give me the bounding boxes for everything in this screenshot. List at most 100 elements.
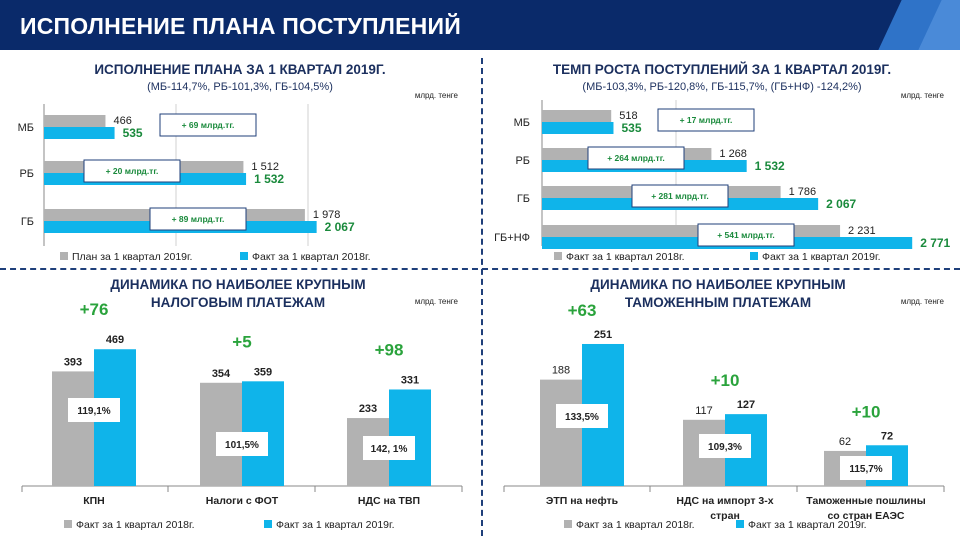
annotation-label: + 264 млрд.тг. bbox=[607, 153, 665, 163]
data-label: 393 bbox=[64, 356, 82, 368]
difference-label: +76 bbox=[80, 300, 109, 319]
data-label: 2 231 bbox=[848, 225, 876, 237]
data-label: 354 bbox=[212, 368, 231, 380]
percent-box bbox=[699, 434, 751, 458]
data-label: 469 bbox=[106, 334, 124, 346]
data-label: 233 bbox=[359, 403, 377, 415]
unit-label: млрд. тенге bbox=[415, 297, 459, 306]
percent-box bbox=[68, 398, 120, 422]
percent-label: 119,1% bbox=[77, 406, 110, 417]
unit-label: млрд. тенге bbox=[901, 91, 945, 100]
data-label: 518 bbox=[619, 110, 637, 122]
category-label: НДС на импорт 3-х bbox=[676, 495, 773, 507]
data-label: 535 bbox=[621, 121, 641, 135]
unit-label: млрд. тенге bbox=[901, 297, 945, 306]
legend-swatch bbox=[240, 252, 248, 260]
annotation-label: + 17 млрд.тг. bbox=[680, 115, 733, 125]
category-label: НДС на ТВП bbox=[358, 495, 420, 507]
annotation-box bbox=[631, 184, 729, 208]
difference-label: +63 bbox=[568, 301, 597, 320]
data-label: 62 bbox=[839, 436, 851, 448]
data-label: 2 067 bbox=[826, 197, 856, 211]
data-label: 1 786 bbox=[789, 186, 817, 198]
bar-series-2 bbox=[44, 127, 115, 139]
category-label: РБ bbox=[515, 155, 530, 167]
annotation-box bbox=[697, 223, 795, 247]
category-label: ГБ bbox=[517, 193, 530, 205]
legend-swatch bbox=[60, 252, 68, 260]
chart-title: ДИНАМИКА ПО НАИБОЛЕЕ КРУПНЫМ bbox=[110, 277, 365, 292]
category-label: со стран ЕАЭС bbox=[827, 510, 904, 522]
legend-swatch bbox=[736, 520, 744, 528]
legend-label: План за 1 квартал 2019г. bbox=[72, 251, 192, 263]
bar-series-1 bbox=[540, 379, 582, 486]
chart-title: ДИНАМИКА ПО НАИБОЛЕЕ КРУПНЫМ bbox=[590, 277, 845, 292]
bar-series-1 bbox=[542, 225, 841, 237]
legend-label: Факт за 1 квартал 2019г. bbox=[762, 251, 881, 263]
legend-label: Факт за 1 квартал 2019г. bbox=[276, 519, 395, 531]
category-label: МБ bbox=[18, 122, 34, 134]
category-label: ГБ+НФ bbox=[494, 232, 530, 244]
chart-subtitle: (МБ-103,3%, РБ-120,8%, ГБ-115,7%, (ГБ+НФ… bbox=[582, 81, 861, 93]
header-banner: ИСПОЛНЕНИЕ ПЛАНА ПОСТУПЛЕНИЙ bbox=[0, 0, 960, 50]
data-label: 117 bbox=[695, 405, 713, 417]
percent-box bbox=[556, 404, 608, 428]
legend-label: Факт за 1 квартал 2018г. bbox=[252, 251, 371, 263]
annotation-box bbox=[159, 113, 257, 137]
category-label: Таможенные пошлины bbox=[806, 495, 925, 507]
annotation-box bbox=[657, 108, 755, 132]
category-label: МБ bbox=[514, 117, 530, 129]
legend-label: Факт за 1 квартал 2018г. bbox=[576, 519, 695, 531]
data-label: 1 532 bbox=[254, 172, 284, 186]
percent-label: 101,5% bbox=[225, 440, 259, 451]
data-label: 535 bbox=[123, 126, 143, 140]
difference-label: +10 bbox=[852, 402, 881, 421]
category-label: ЭТП на нефть bbox=[546, 495, 619, 507]
percent-box bbox=[840, 456, 892, 480]
category-label: ГБ bbox=[21, 216, 34, 228]
annotation-box bbox=[149, 207, 247, 231]
annotation-label: + 20 млрд.тг. bbox=[106, 166, 159, 176]
annotation-box bbox=[587, 146, 685, 170]
annotation-box bbox=[83, 159, 181, 183]
difference-label: +98 bbox=[375, 340, 404, 359]
category-label: РБ bbox=[19, 168, 34, 180]
data-label: 251 bbox=[594, 329, 612, 341]
bar-series-1 bbox=[542, 110, 612, 122]
legend-label: Факт за 1 квартал 2018г. bbox=[566, 251, 685, 263]
annotation-label: + 541 млрд.тг. bbox=[717, 230, 775, 240]
category-label: КПН bbox=[83, 495, 105, 507]
difference-label: +5 bbox=[232, 332, 251, 351]
annotation-label: + 281 млрд.тг. bbox=[651, 191, 709, 201]
horizontal-divider bbox=[0, 268, 960, 270]
legend-label: Факт за 1 квартал 2019г. bbox=[748, 519, 867, 531]
data-label: 188 bbox=[552, 365, 570, 377]
chart-title: ИСПОЛНЕНИЕ ПЛАНА ЗА 1 КВАРТАЛ 2019Г. bbox=[94, 62, 385, 77]
page-title: ИСПОЛНЕНИЕ ПЛАНА ПОСТУПЛЕНИЙ bbox=[20, 13, 461, 39]
data-label: 1 532 bbox=[755, 159, 785, 173]
category-label: стран bbox=[710, 510, 740, 522]
data-label: 72 bbox=[881, 430, 893, 442]
annotation-label: + 69 млрд.тг. bbox=[182, 120, 235, 130]
legend-label: Факт за 1 квартал 2018г. bbox=[76, 519, 195, 531]
legend-swatch bbox=[554, 252, 562, 260]
data-label: 127 bbox=[737, 399, 755, 411]
bar-series-2 bbox=[542, 122, 614, 134]
unit-label: млрд. тенге bbox=[415, 91, 459, 100]
data-label: 1 512 bbox=[251, 161, 279, 173]
percent-label: 133,5% bbox=[565, 412, 599, 423]
category-label: Налоги с ФОТ bbox=[206, 495, 279, 507]
percent-label: 109,3% bbox=[708, 442, 742, 453]
percent-box bbox=[216, 432, 268, 456]
percent-label: 142, 1% bbox=[371, 444, 408, 455]
data-label: 359 bbox=[254, 366, 272, 378]
vertical-divider bbox=[481, 58, 483, 536]
data-label: 331 bbox=[401, 374, 419, 386]
legend-swatch bbox=[564, 520, 572, 528]
percent-label: 115,7% bbox=[849, 464, 882, 475]
data-label: 1 978 bbox=[313, 209, 341, 221]
difference-label: +10 bbox=[711, 371, 740, 390]
percent-box bbox=[363, 436, 415, 460]
data-label: 1 268 bbox=[719, 148, 747, 160]
